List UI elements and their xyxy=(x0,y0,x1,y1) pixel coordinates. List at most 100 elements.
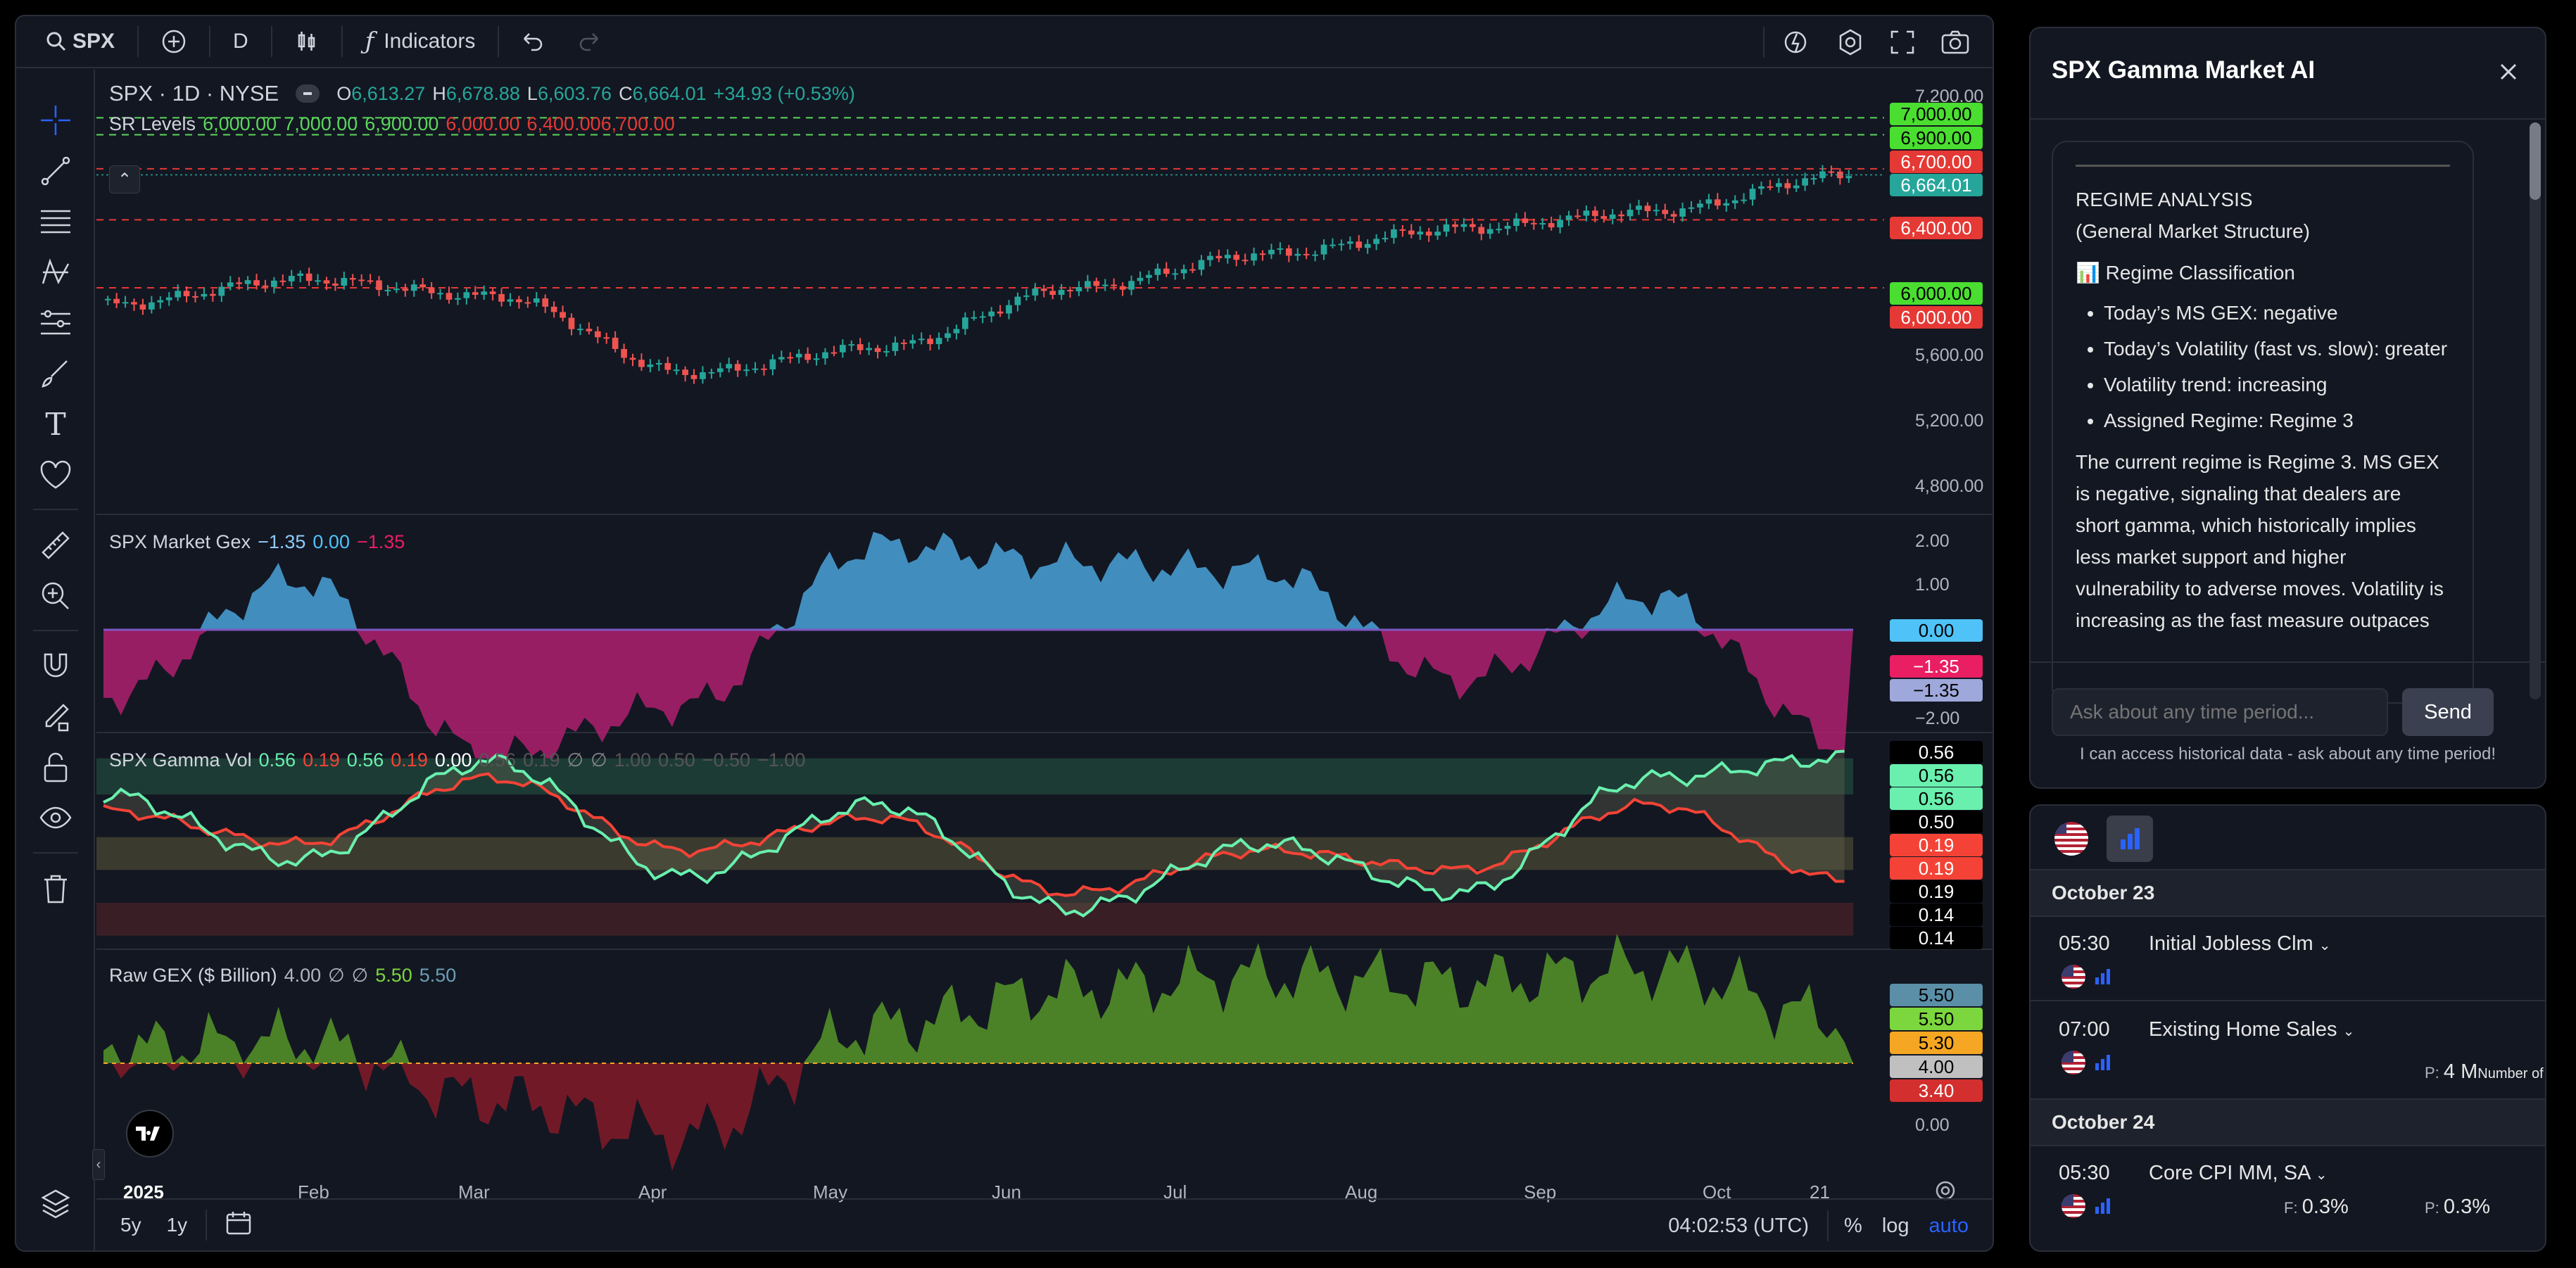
text-icon: T xyxy=(45,406,66,443)
candle xyxy=(271,280,277,287)
settings-button[interactable] xyxy=(1824,16,1877,68)
lock-tool[interactable] xyxy=(36,748,75,787)
event-name[interactable]: Existing Home Sales ⌄ xyxy=(2149,1018,2354,1041)
candle xyxy=(1093,281,1100,286)
object-tree-button[interactable] xyxy=(36,1184,75,1224)
candle xyxy=(1837,171,1843,179)
log-toggle[interactable]: log xyxy=(1881,1214,1909,1237)
candle xyxy=(498,293,505,302)
interval-button[interactable]: D xyxy=(233,30,248,53)
function-icon: ƒ xyxy=(365,27,374,56)
magnet-tool[interactable] xyxy=(36,647,75,686)
percent-toggle[interactable]: % xyxy=(1844,1214,1862,1237)
sr-value: 6,900.00 xyxy=(365,113,439,134)
candle xyxy=(935,338,942,344)
send-button[interactable]: Send xyxy=(2402,688,2494,736)
candle xyxy=(1356,241,1363,248)
brush-tool[interactable] xyxy=(36,354,75,393)
chevron-down-icon: ⌄ xyxy=(2318,938,2331,953)
compare-button[interactable] xyxy=(144,16,203,68)
drawing-mode-tool[interactable] xyxy=(36,697,75,737)
calendar-event[interactable]: 07:00 Existing Home Sales ⌄ P: 4 MNumber… xyxy=(2031,1000,2545,1098)
country-filter-button[interactable] xyxy=(2052,819,2091,858)
undo-button[interactable] xyxy=(505,16,561,68)
event-name[interactable]: Core CPI MM, SA ⌄ xyxy=(2149,1162,2328,1185)
chart-window[interactable]: SPX D ƒ Indicators T xyxy=(15,15,1994,1252)
sr-value: 6,000.00 xyxy=(446,113,520,134)
candle xyxy=(376,280,382,291)
event-time: 05:30 xyxy=(2059,1162,2110,1184)
projection-tool[interactable] xyxy=(36,303,75,343)
raw-value: 4.00 xyxy=(284,965,322,986)
ruler-tool[interactable] xyxy=(36,526,75,565)
clock-label[interactable]: 04:02:53 (UTC) xyxy=(1668,1214,1810,1237)
candle xyxy=(1224,255,1231,259)
candle xyxy=(822,352,828,359)
replay-button[interactable] xyxy=(1770,16,1824,68)
candle xyxy=(1627,210,1634,217)
candle xyxy=(288,275,295,281)
candle xyxy=(489,291,496,294)
candle xyxy=(1557,220,1563,228)
zoom-tool[interactable] xyxy=(36,576,75,616)
candle xyxy=(218,286,225,296)
chart-plot-area[interactable]: SPX · 1D · NYSE O 6,613.27 H 6,678.88 L 6,6… xyxy=(92,70,1994,1203)
redo-button[interactable] xyxy=(561,16,617,68)
event-name[interactable]: Initial Jobless Clm ⌄ xyxy=(2149,932,2331,956)
range-1y-button[interactable]: 1y xyxy=(166,1214,188,1236)
candle xyxy=(795,353,802,357)
collapse-legend-button[interactable]: ⌃ xyxy=(109,165,140,194)
text-tool[interactable]: T xyxy=(36,405,75,444)
date-range-button[interactable] xyxy=(213,1210,265,1241)
candle xyxy=(953,329,960,334)
favorites-tool[interactable] xyxy=(36,455,75,495)
gvol-value: −1.00 xyxy=(757,749,806,771)
candle xyxy=(341,278,348,286)
snapshot-button[interactable] xyxy=(1928,16,1983,68)
candle xyxy=(542,298,549,307)
chart-canvas[interactable] xyxy=(96,70,1994,1201)
scrollbar-thumb[interactable] xyxy=(2530,122,2541,200)
collapse-side-arrow[interactable]: ‹ xyxy=(92,1149,105,1180)
indicators-button[interactable]: ƒ Indicators xyxy=(348,16,493,68)
gvol-value: 0.00 xyxy=(434,749,472,771)
gex-axis-label: 2.00 xyxy=(1915,531,1950,551)
calendar-event[interactable]: 05:30 Core CPI MM, SA ⌄ F: 0.3% P: 0.3% xyxy=(2031,1145,2545,1243)
candle xyxy=(1749,189,1756,200)
us-flag-icon xyxy=(2062,1051,2085,1074)
candle xyxy=(655,362,662,365)
candle xyxy=(1233,255,1240,260)
auto-toggle[interactable]: auto xyxy=(1928,1214,1969,1237)
tradingview-logo[interactable] xyxy=(126,1110,174,1158)
range-5y-button[interactable]: 5y xyxy=(120,1214,141,1236)
chat-input[interactable] xyxy=(2052,688,2388,736)
candle xyxy=(726,364,733,369)
symbol-search[interactable]: SPX xyxy=(29,16,132,68)
chat-scrollbar[interactable] xyxy=(2530,122,2541,699)
chart-type-button[interactable] xyxy=(278,16,336,68)
delete-tool[interactable] xyxy=(36,869,75,908)
legend-collapse-icon[interactable] xyxy=(296,84,320,103)
main-legend: SPX · 1D · NYSE O 6,613.27 H 6,678.88 L 6,6… xyxy=(109,81,862,106)
fib-tool[interactable] xyxy=(36,202,75,241)
importance-bars-icon xyxy=(2120,828,2140,849)
candle xyxy=(612,337,619,349)
fullscreen-button[interactable] xyxy=(1877,16,1928,68)
price-axis-label: 4,800.00 xyxy=(1915,476,1984,496)
hide-tool[interactable] xyxy=(36,799,75,838)
candle xyxy=(1373,239,1379,244)
candle xyxy=(560,312,566,318)
candle xyxy=(979,316,986,318)
candle xyxy=(945,333,951,338)
candle xyxy=(638,360,645,367)
candle xyxy=(1784,183,1791,189)
close-button[interactable] xyxy=(2499,62,2518,85)
importance-filter-button[interactable] xyxy=(2107,816,2153,862)
gvol-value: −0.50 xyxy=(702,749,751,771)
candle xyxy=(384,290,391,292)
trendline-tool[interactable] xyxy=(36,151,75,191)
candle xyxy=(419,284,427,288)
pattern-tool[interactable] xyxy=(36,253,75,292)
crosshair-tool[interactable] xyxy=(36,101,75,140)
calendar-event[interactable]: 05:30 Initial Jobless Clm ⌄ xyxy=(2031,915,2545,1000)
